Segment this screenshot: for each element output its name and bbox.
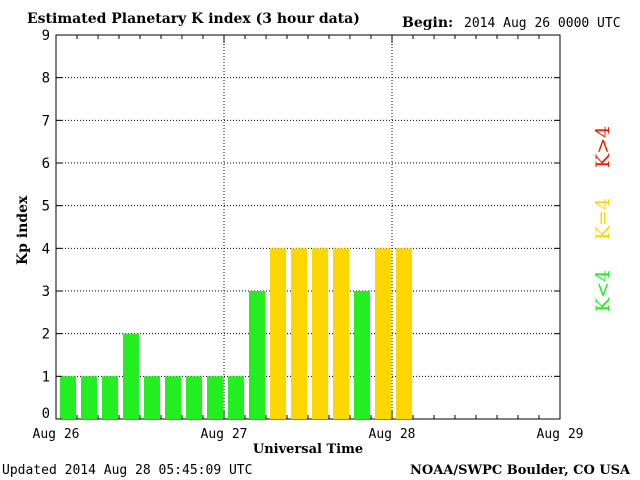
y-tick-label: 9 [42,28,50,44]
x-axis-ticks: Aug 26 Aug 27 Aug 28 Aug 29 [33,35,584,442]
kp-bar [207,376,223,419]
kp-bar [375,248,391,419]
y-tick-label: 2 [42,327,50,343]
begin-value: 2014 Aug 26 0000 UTC [464,16,621,31]
y-tick-label: 8 [42,71,50,87]
kp-bar [291,248,307,419]
y-tick-label: 7 [42,113,50,129]
x-tick-label: Aug 27 [201,427,248,442]
bars-group [60,248,412,419]
y-tick-label: 3 [42,284,50,300]
source-credit: NOAA/SWPC Boulder, CO USA [410,463,631,478]
x-axis-label: Universal Time [253,442,363,457]
y-tick-label: 4 [42,241,50,257]
kp-bar [396,248,412,419]
updated-timestamp: Updated 2014 Aug 28 05:45:09 UTC [2,463,252,478]
kp-bar [60,376,76,419]
kp-bar [81,376,97,419]
kp-bar [333,248,349,419]
kp-bar [249,291,265,419]
kp-bar [102,376,118,419]
kp-bar [165,376,181,419]
kp-bar [123,333,139,419]
kp-bar [186,376,202,419]
y-tick-label: 6 [42,156,50,172]
kp-bar [144,376,160,419]
kp-bar [312,248,328,419]
y-axis-label: Kp index [15,195,31,265]
kp-bar [270,248,286,419]
x-tick-label: Aug 28 [369,427,416,442]
begin-label: Begin: [402,15,453,31]
y-axis-ticks: 0 1 2 3 4 5 6 7 8 9 [42,28,560,422]
chart-title: Estimated Planetary K index (3 hour data… [27,11,360,27]
y-tick-label: 0 [42,406,50,422]
legend-high: K>4 [592,126,614,168]
kp-bar [228,376,244,419]
legend-low: K<4 [592,270,614,312]
y-tick-label: 5 [42,199,50,215]
kp-bar [354,291,370,419]
x-tick-label: Aug 26 [33,427,80,442]
y-tick-label: 1 [42,369,50,385]
legend-equal: K=4 [592,198,614,240]
x-tick-label: Aug 29 [537,427,584,442]
